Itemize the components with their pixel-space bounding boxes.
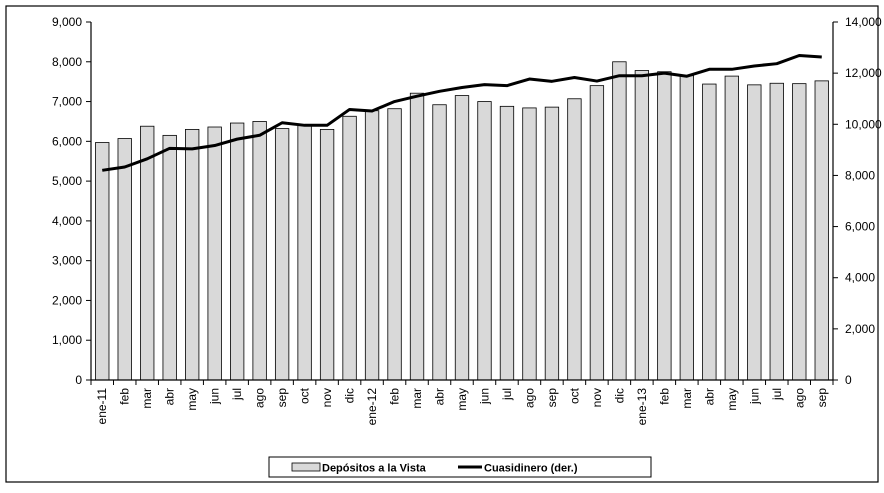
bar xyxy=(432,104,447,381)
bar xyxy=(747,84,762,381)
bar xyxy=(162,134,177,381)
right-tick-label: 8,000 xyxy=(845,168,875,182)
bar xyxy=(499,105,515,381)
bar xyxy=(297,125,312,381)
bar xyxy=(117,138,132,381)
legend-swatch-bar xyxy=(291,462,321,472)
bar xyxy=(252,121,267,381)
bar xyxy=(814,80,829,381)
left-tick-label: 1,000 xyxy=(52,333,82,347)
x-tick-label: sep xyxy=(275,388,289,408)
left-tick-label: 7,000 xyxy=(52,95,82,109)
x-tick-label: feb xyxy=(118,388,132,405)
legend: Depósitos a la Vista Cuasidinero (der.) xyxy=(268,456,652,478)
x-tick-label: feb xyxy=(657,388,671,405)
x-tick-label: jul xyxy=(500,388,514,401)
left-tick-label: 4,000 xyxy=(52,214,82,228)
left-tick-label: 3,000 xyxy=(52,254,82,268)
bar xyxy=(724,75,739,381)
bar xyxy=(342,115,357,381)
right-tick-label: 4,000 xyxy=(845,271,875,285)
x-tick-label: jul xyxy=(770,388,784,401)
left-tick-label: 0 xyxy=(75,373,82,387)
x-tick-label: ene-12 xyxy=(365,388,379,426)
x-tick-label: oct xyxy=(298,387,312,404)
x-tick-label: nov xyxy=(590,388,604,407)
x-tick-label: dic xyxy=(612,388,626,403)
x-tick-label: may xyxy=(455,388,469,411)
x-tick-label: ago xyxy=(792,388,806,408)
x-tick-label: abr xyxy=(433,388,447,405)
bar xyxy=(140,125,155,381)
bar xyxy=(634,70,650,381)
legend-label-line: Cuasidinero (der.) xyxy=(484,463,578,475)
right-tick-label: 0 xyxy=(845,373,852,387)
x-tick-label: may xyxy=(725,388,739,411)
x-tick-label: ene-11 xyxy=(95,388,109,425)
bar xyxy=(589,85,605,381)
bar xyxy=(387,108,402,381)
x-tick-label: may xyxy=(185,388,199,411)
bar xyxy=(454,95,470,381)
right-tick-label: 10,000 xyxy=(845,117,882,131)
bar xyxy=(702,83,717,381)
left-tick-label: 6,000 xyxy=(52,134,82,148)
x-tick-label: jul xyxy=(230,388,244,401)
bar xyxy=(95,142,110,381)
x-tick-label: jun xyxy=(477,388,491,405)
x-tick-label: sep xyxy=(815,388,829,408)
left-tick-label: 9,000 xyxy=(52,15,82,29)
x-tick-label: feb xyxy=(388,388,402,405)
x-tick-label: abr xyxy=(702,388,716,405)
bar xyxy=(319,128,335,381)
x-tick-label: nov xyxy=(320,388,334,407)
bar xyxy=(409,92,425,381)
right-tick-label: 14,000 xyxy=(845,15,882,29)
bar xyxy=(567,98,582,381)
bar xyxy=(274,128,290,381)
x-tick-label: dic xyxy=(343,388,357,403)
x-tick-label: sep xyxy=(545,388,559,408)
line-series-cuasidinero xyxy=(102,54,822,172)
bar xyxy=(522,107,537,381)
right-tick-label: 12,000 xyxy=(845,66,882,80)
x-tick-label: mar xyxy=(680,388,694,409)
x-tick-label: jun xyxy=(747,388,761,405)
bar xyxy=(769,82,784,381)
bar xyxy=(364,110,380,381)
bar xyxy=(477,101,492,381)
x-tick-label: ago xyxy=(253,388,267,408)
bar xyxy=(657,71,672,381)
x-tick-label: mar xyxy=(140,388,154,409)
x-tick-label: oct xyxy=(567,387,581,404)
x-tick-label: ago xyxy=(522,388,536,408)
x-tick-label: ene-13 xyxy=(635,388,649,426)
bar xyxy=(207,126,222,381)
bar xyxy=(230,122,245,381)
left-tick-label: 8,000 xyxy=(52,55,82,69)
right-tick-label: 6,000 xyxy=(845,220,875,234)
legend-label-bars: Depósitos a la Vista xyxy=(322,463,427,475)
bar xyxy=(185,128,200,381)
bar xyxy=(544,106,560,381)
bar xyxy=(679,75,694,381)
left-tick-label: 2,000 xyxy=(52,293,82,307)
x-tick-label: mar xyxy=(410,388,424,409)
bar xyxy=(612,61,627,381)
left-tick-label: 5,000 xyxy=(52,174,82,188)
x-tick-label: abr xyxy=(163,388,177,405)
right-tick-label: 2,000 xyxy=(845,322,875,336)
x-tick-label: jun xyxy=(208,388,222,405)
bar xyxy=(792,83,807,381)
